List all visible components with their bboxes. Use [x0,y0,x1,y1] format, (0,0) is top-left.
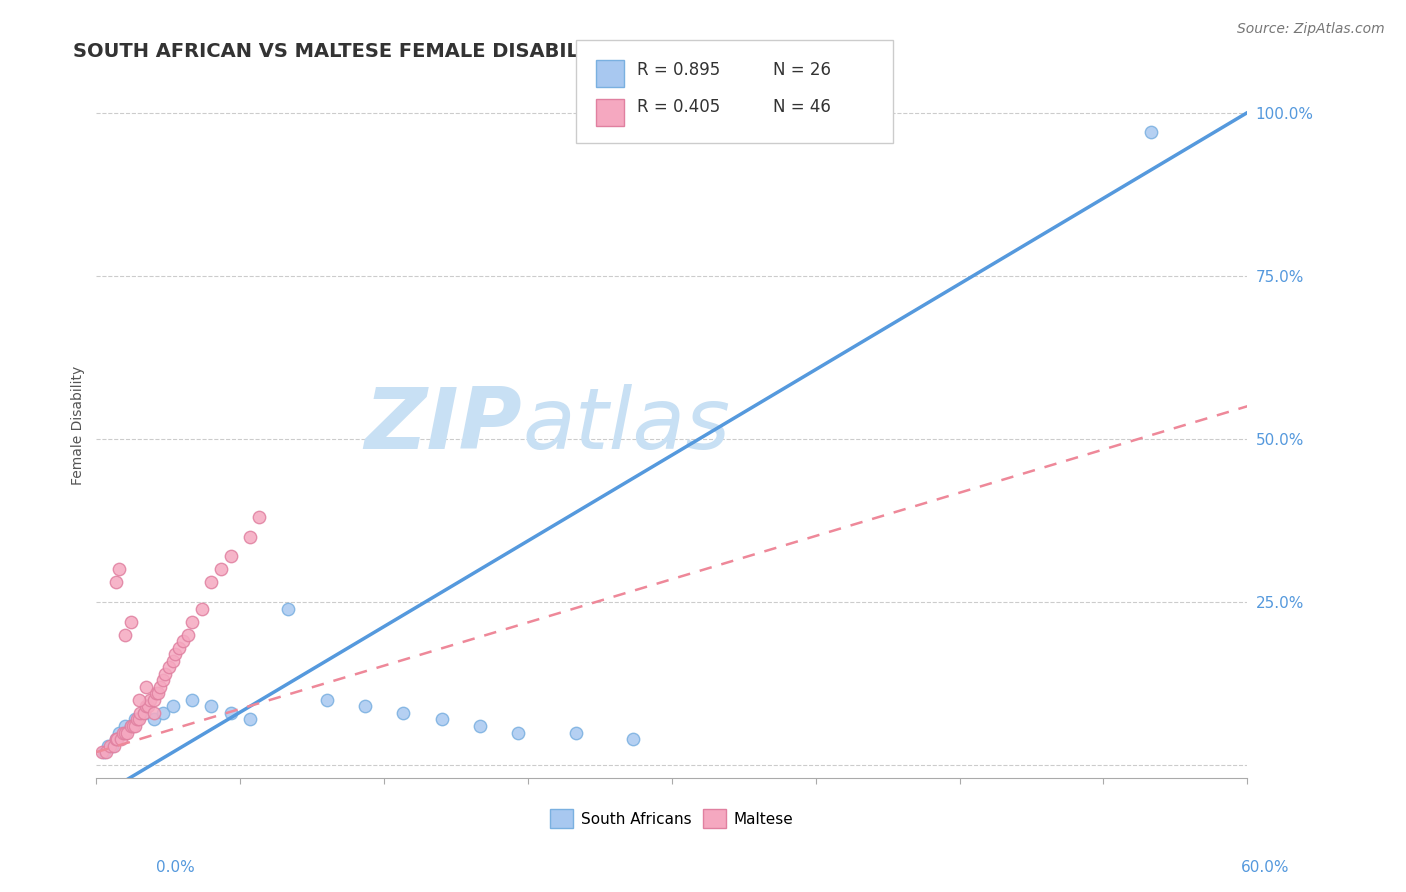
Point [162,654,184,668]
Point [93,745,115,759]
Point [94,745,117,759]
Point [152,706,174,720]
Point [430,713,453,727]
Point [139,693,162,707]
Point [181,693,204,707]
Point [104,575,127,590]
Point [239,713,262,727]
Text: N = 26: N = 26 [773,61,831,78]
Point [125,713,148,727]
Text: 60.0%: 60.0% [1241,860,1289,874]
Point [157,660,180,674]
Point [508,725,530,739]
Point [98,739,121,753]
Point [155,666,177,681]
Point [120,719,142,733]
Point [124,713,146,727]
Point [219,706,242,720]
Point [112,725,135,739]
Point [209,562,232,576]
Point [1140,125,1163,139]
Point [468,719,491,733]
Point [239,530,262,544]
Point [114,725,136,739]
Point [129,706,152,720]
Text: atlas: atlas [522,384,730,467]
Point [392,706,415,720]
Point [104,732,127,747]
Point [191,601,214,615]
Point [103,739,125,753]
Point [177,627,200,641]
Point [121,719,143,733]
Point [181,615,204,629]
Point [172,634,194,648]
Y-axis label: Female Disability: Female Disability [72,367,86,485]
Point [124,719,146,733]
Point [110,732,132,747]
Text: R = 0.895: R = 0.895 [637,61,720,78]
Point [142,693,165,707]
Point [162,699,184,714]
Point [120,615,142,629]
Text: ZIP: ZIP [364,384,522,467]
Point [315,693,337,707]
Point [115,725,138,739]
Point [219,549,242,564]
Point [97,739,120,753]
Point [134,706,156,720]
Point [134,706,156,720]
Point [128,693,150,707]
Text: SOUTH AFRICAN VS MALTESE FEMALE DISABILITY CORRELATION CHART: SOUTH AFRICAN VS MALTESE FEMALE DISABILI… [73,42,855,61]
Point [108,725,131,739]
Point [107,732,129,747]
Point [104,732,127,747]
Point [146,686,169,700]
Point [200,575,222,590]
Point [91,745,114,759]
Point [354,699,377,714]
Text: 0.0%: 0.0% [156,860,195,874]
Point [135,680,157,694]
Point [145,686,167,700]
Legend: South Africans, Maltese: South Africans, Maltese [544,803,800,834]
Point [142,713,165,727]
Point [135,699,157,714]
Point [142,706,165,720]
Point [120,719,142,733]
Point [200,699,222,714]
Point [149,680,172,694]
Point [114,627,136,641]
Point [136,699,159,714]
Point [163,647,186,661]
Point [277,601,299,615]
Point [623,732,645,747]
Point [108,562,131,576]
Text: R = 0.405: R = 0.405 [637,98,720,116]
Point [114,719,136,733]
Text: Source: ZipAtlas.com: Source: ZipAtlas.com [1237,22,1385,37]
Point [152,673,174,688]
Point [167,640,190,655]
Point [565,725,588,739]
Point [249,510,271,524]
Text: N = 46: N = 46 [773,98,831,116]
Point [128,713,150,727]
Point [100,739,122,753]
